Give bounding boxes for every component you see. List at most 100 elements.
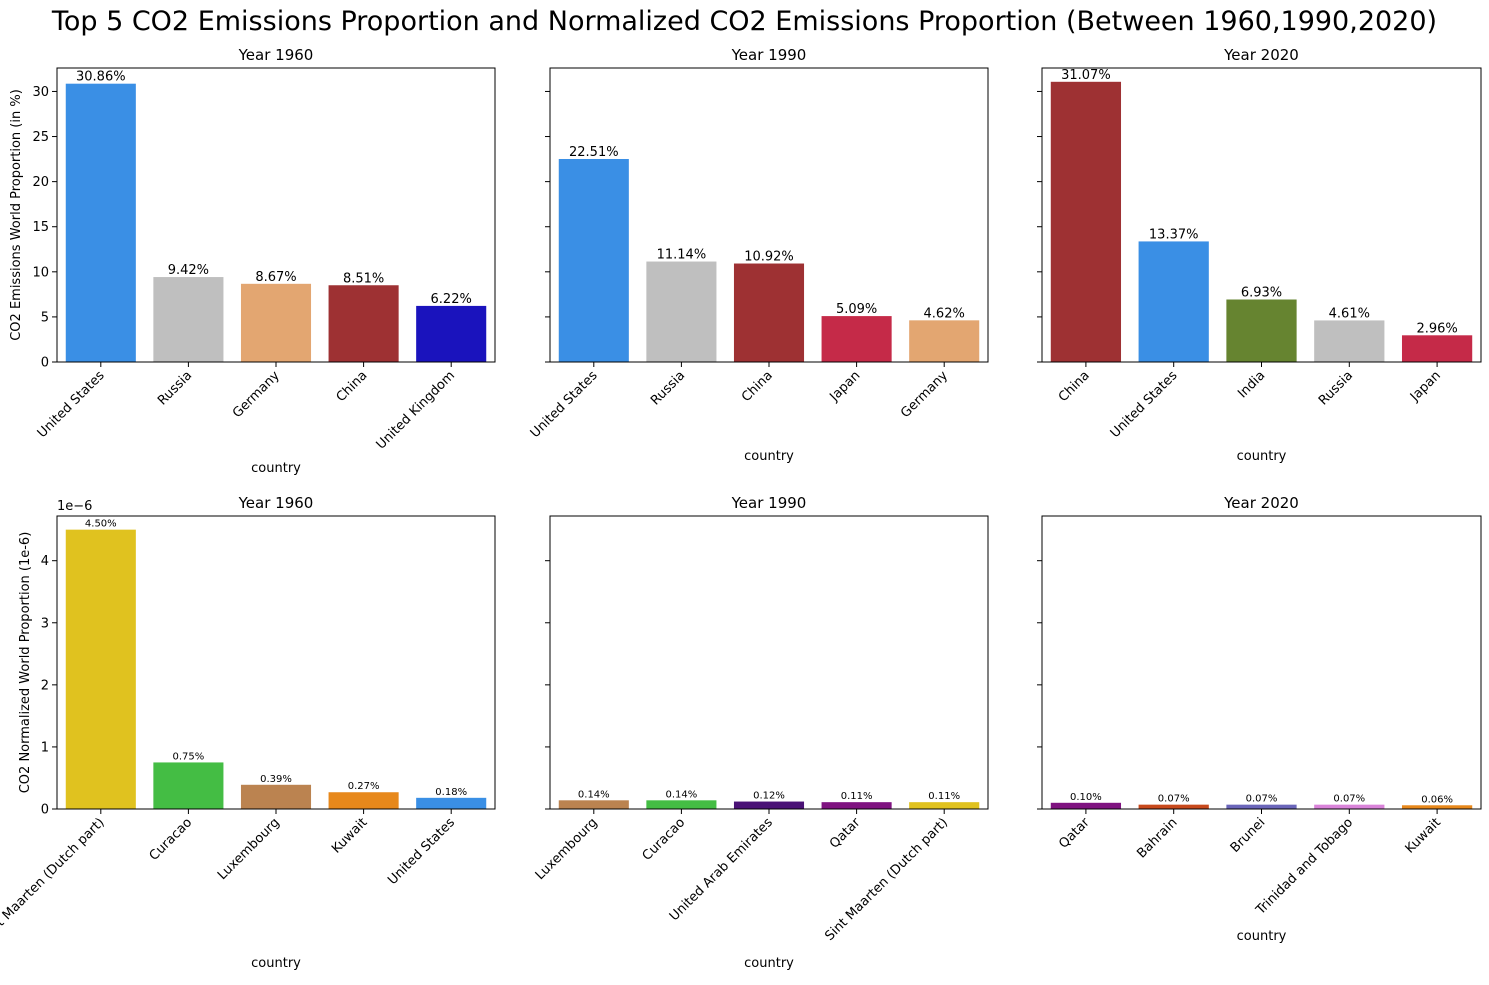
subplot-title: Year 1990 <box>731 46 807 64</box>
bar-value-label: 5.09% <box>836 302 877 317</box>
y-tick-label: 25 <box>32 130 49 145</box>
bar <box>1050 802 1122 809</box>
x-tick-label: Japan <box>1407 368 1444 405</box>
subplot-title: Year 1960 <box>238 494 314 512</box>
bar-value-label: 0.12% <box>753 791 785 802</box>
bar <box>240 784 312 809</box>
bar <box>733 801 805 809</box>
x-tick-label: China <box>739 368 776 405</box>
x-axis-label: country <box>1237 449 1287 464</box>
x-tick-label: United States <box>35 368 108 441</box>
x-tick-label: Luxembourg <box>533 815 601 883</box>
y-axis-label: CO2 Emissions World Proportion (in %) <box>9 89 24 341</box>
bar <box>1138 804 1209 809</box>
y-tick-label: 5 <box>41 310 49 325</box>
bar-value-label: 30.86% <box>76 70 126 85</box>
bar-value-label: 0.18% <box>435 787 467 798</box>
bar <box>1226 299 1297 362</box>
x-tick-label: Germany <box>898 368 951 421</box>
bar-value-label: 0.11% <box>928 791 960 802</box>
bar-value-label: 6.93% <box>1241 286 1282 301</box>
bar-value-label: 10.92% <box>744 250 794 265</box>
axes-frame <box>549 515 989 810</box>
bar-value-label: 13.37% <box>1149 227 1199 242</box>
y-tick-label: 1 <box>41 740 49 755</box>
bar-value-label: 0.27% <box>348 781 380 792</box>
x-tick-label: China <box>334 368 371 405</box>
y-tick-label: 30 <box>32 85 49 100</box>
x-tick-label: Luxembourg <box>215 815 283 883</box>
x-axis-label: country <box>1237 929 1287 944</box>
x-tick-label: United Kingdom <box>374 368 458 452</box>
bar-value-label: 0.75% <box>173 751 205 762</box>
subplot-title: Year 1990 <box>731 494 807 512</box>
y-tick-label: 0 <box>41 356 49 371</box>
axes-frame <box>56 67 496 363</box>
x-tick-label: China <box>1056 368 1093 405</box>
bar <box>328 285 399 362</box>
y-tick-label: 3 <box>41 616 49 631</box>
x-tick-label: United States <box>528 368 601 441</box>
bar <box>153 762 224 809</box>
bar <box>1138 241 1209 362</box>
bar <box>646 800 717 809</box>
bar-value-label: 0.07% <box>1246 794 1278 805</box>
bar <box>646 261 717 362</box>
bar-value-label: 11.14% <box>657 248 707 263</box>
x-tick-label: Germany <box>230 368 283 421</box>
bar-value-label: 0.11% <box>841 791 873 802</box>
bar <box>65 529 136 809</box>
bar <box>1401 805 1473 809</box>
bar <box>558 158 629 362</box>
x-tick-label: India <box>1235 368 1268 401</box>
x-tick-label: Bahrain <box>1134 815 1180 861</box>
bar-value-label: 0.14% <box>578 789 610 800</box>
y-tick-label: 15 <box>32 220 49 235</box>
bar-value-label: 0.07% <box>1158 794 1190 805</box>
x-tick-label: Russia <box>1316 368 1356 408</box>
x-axis-label: country <box>744 956 794 971</box>
x-tick-label: Curacao <box>640 815 689 864</box>
x-tick-label: Sint Maarten (Dutch part) <box>0 815 108 944</box>
subplot-title: Year 2020 <box>1223 46 1299 64</box>
bar <box>1226 804 1297 809</box>
x-tick-label: Curacao <box>147 815 196 864</box>
x-axis-label: country <box>251 956 301 971</box>
y-tick-label: 2 <box>41 678 49 693</box>
x-tick-label: United States <box>385 815 458 888</box>
bar <box>733 263 805 362</box>
y-tick-label: 0 <box>41 803 49 818</box>
bar-value-label: 2.96% <box>1416 321 1457 336</box>
bar-value-label: 0.39% <box>260 774 292 785</box>
bar <box>909 802 980 809</box>
bar-value-label: 4.61% <box>1329 306 1370 321</box>
x-tick-label: Russia <box>155 368 195 408</box>
y-tick-label: 20 <box>32 175 49 190</box>
bar-value-label: 4.62% <box>924 306 965 321</box>
bar <box>416 305 487 362</box>
bar <box>1314 320 1385 362</box>
subplot-title: Year 1960 <box>238 46 314 64</box>
x-tick-label: Brunei <box>1228 815 1269 856</box>
bar <box>416 797 487 809</box>
subplot-title: Year 2020 <box>1223 494 1299 512</box>
bar-value-label: 6.22% <box>431 292 472 307</box>
bar <box>1401 335 1473 362</box>
bar-value-label: 0.10% <box>1070 792 1102 803</box>
y-tick-label: 4 <box>41 554 49 569</box>
bar-value-label: 0.06% <box>1421 794 1453 805</box>
x-axis-label: country <box>744 449 794 464</box>
bar <box>909 320 980 362</box>
bar <box>240 283 312 362</box>
bar-value-label: 4.50% <box>85 519 117 530</box>
x-tick-label: Russia <box>648 368 688 408</box>
bar <box>821 316 892 362</box>
y-axis-label: CO2 Normalized World Proportion (1e-6) <box>18 532 33 794</box>
bar-value-label: 31.07% <box>1061 68 1111 83</box>
bar <box>1050 81 1122 362</box>
bar <box>821 802 892 809</box>
bar-value-label: 22.51% <box>569 145 619 160</box>
axes-frame <box>56 515 496 810</box>
axes-frame <box>1041 515 1482 810</box>
x-tick-label: Kuwait <box>1403 815 1444 856</box>
